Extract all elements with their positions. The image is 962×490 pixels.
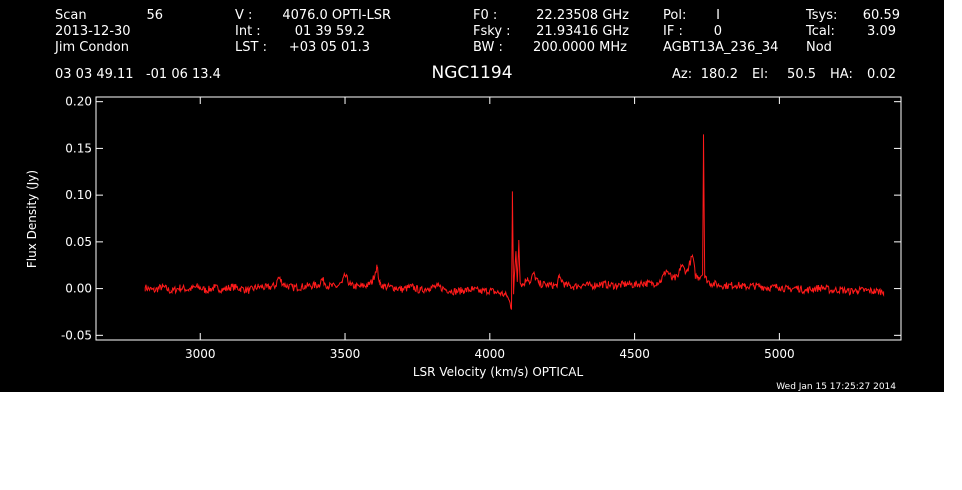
bandwidth-label: BW : bbox=[473, 40, 503, 55]
el-label: El: bbox=[752, 67, 768, 82]
y-tick-label: 0.00 bbox=[65, 282, 92, 296]
int-label: Int : bbox=[235, 24, 261, 39]
spectrum-plot: Scan 56 V : 4076.0 OPTI-LSR F0 : 22.2350… bbox=[25, 8, 902, 392]
observer-name: Jim Condon bbox=[54, 40, 129, 55]
ha-value: 0.02 bbox=[867, 67, 896, 82]
x-axis-label: LSR Velocity (km/s) OPTICAL bbox=[413, 365, 584, 379]
project-id: AGBT13A_236_34 bbox=[663, 40, 778, 55]
az-value: 180.2 bbox=[701, 67, 738, 82]
velocity-label: V : bbox=[235, 8, 252, 23]
tcal-label: Tcal: bbox=[805, 24, 835, 39]
rest-freq-label: F0 : bbox=[473, 8, 497, 23]
y-tick-label: -0.05 bbox=[61, 328, 92, 342]
pol-value: I bbox=[716, 8, 720, 23]
y-axis-label: Flux Density (Jy) bbox=[25, 170, 39, 268]
x-tick-label: 3500 bbox=[330, 347, 361, 361]
lst-value: +03 05 01.3 bbox=[289, 40, 370, 55]
y-tick-label: 0.05 bbox=[65, 235, 92, 249]
if-value: 0 bbox=[714, 24, 722, 39]
tcal-value: 3.09 bbox=[867, 24, 896, 39]
source-name: NGC1194 bbox=[431, 63, 512, 83]
velocity-value: 4076.0 OPTI-LSR bbox=[282, 8, 391, 23]
pol-label: Pol: bbox=[663, 8, 686, 23]
obs-mode: Nod bbox=[806, 40, 832, 55]
y-tick-label: 0.15 bbox=[65, 141, 92, 155]
y-axis-ticks: -0.05 0.00 0.05 0.10 0.15 0.20 bbox=[61, 95, 901, 342]
plot-frame bbox=[95, 96, 902, 341]
plot-panel: Scan 56 V : 4076.0 OPTI-LSR F0 : 22.2350… bbox=[0, 0, 944, 392]
tsys-value: 60.59 bbox=[863, 8, 900, 23]
bandwidth-value: 200.0000 MHz bbox=[533, 40, 627, 55]
int-value: 01 39 59.2 bbox=[295, 24, 365, 39]
tsys-label: Tsys: bbox=[805, 8, 837, 23]
plot-timestamp: Wed Jan 15 17:25:27 2014 bbox=[776, 382, 896, 392]
lst-label: LST : bbox=[235, 40, 267, 55]
sky-freq-label: Fsky : bbox=[473, 24, 511, 39]
ha-label: HA: bbox=[830, 67, 853, 82]
x-tick-label: 5000 bbox=[764, 347, 795, 361]
source-coordinates: 03 03 49.11 -01 06 13.4 bbox=[55, 67, 221, 82]
obs-date: 2013-12-30 bbox=[55, 24, 131, 39]
x-tick-label: 3000 bbox=[185, 347, 216, 361]
sky-freq-value: 21.93416 GHz bbox=[536, 24, 629, 39]
spectrum-line bbox=[144, 134, 885, 310]
y-tick-label: 0.20 bbox=[65, 95, 92, 109]
y-tick-label: 0.10 bbox=[65, 188, 92, 202]
x-tick-label: 4000 bbox=[475, 347, 506, 361]
az-label: Az: bbox=[672, 67, 692, 82]
x-axis-ticks: 3000 3500 4000 4500 5000 bbox=[185, 97, 795, 361]
scan-label: Scan bbox=[55, 8, 87, 23]
scan-value: 56 bbox=[146, 8, 163, 23]
if-label: IF : bbox=[663, 24, 683, 39]
rest-freq-value: 22.23508 GHz bbox=[536, 8, 629, 23]
x-tick-label: 4500 bbox=[619, 347, 650, 361]
el-value: 50.5 bbox=[787, 67, 816, 82]
